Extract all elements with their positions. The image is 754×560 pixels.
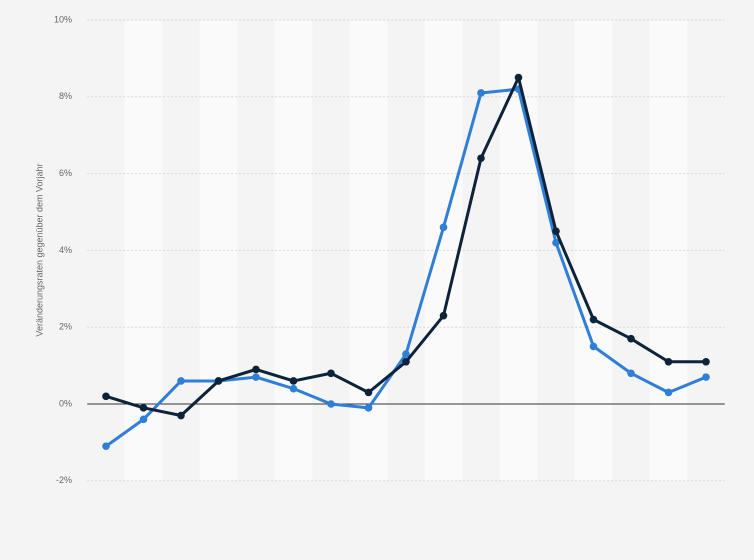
data-point: [589, 342, 598, 351]
y-axis-label: Veränderungsraten gegenüber dem Vorjahr: [34, 163, 44, 336]
y-tick-label: -2%: [56, 475, 72, 485]
data-point: [102, 392, 110, 401]
data-point: [289, 377, 298, 385]
data-point: [439, 311, 448, 320]
data-point: [102, 442, 110, 451]
y-tick-label: 6%: [59, 168, 72, 178]
data-point: [214, 377, 223, 385]
data-point: [514, 73, 523, 82]
data-point: [552, 238, 560, 247]
data-point: [252, 365, 260, 374]
data-point: [252, 373, 260, 381]
data-point: [364, 404, 373, 412]
data-point: [702, 373, 710, 381]
y-tick-label: 4%: [59, 245, 72, 255]
data-point: [664, 357, 673, 366]
y-tick-label: 8%: [59, 91, 72, 101]
data-point: [139, 415, 148, 424]
data-point: [177, 377, 185, 385]
data-point: [139, 404, 148, 412]
data-point: [177, 411, 185, 420]
y-tick-label: 2%: [59, 322, 72, 332]
data-point: [364, 388, 373, 397]
data-point: [664, 388, 673, 397]
y-tick-label: 10%: [54, 14, 72, 24]
y-tick-label: 0%: [59, 398, 72, 408]
data-point: [402, 357, 410, 366]
data-point: [702, 357, 710, 366]
data-point: [589, 315, 598, 324]
data-point: [402, 350, 410, 358]
data-point: [439, 223, 448, 232]
data-point: [552, 227, 560, 235]
data-point: [327, 400, 335, 408]
data-point: [627, 334, 635, 343]
data-point: [327, 369, 335, 378]
data-point: [289, 384, 298, 393]
data-point: [477, 154, 485, 163]
data-point: [477, 89, 485, 97]
data-point: [627, 369, 635, 378]
